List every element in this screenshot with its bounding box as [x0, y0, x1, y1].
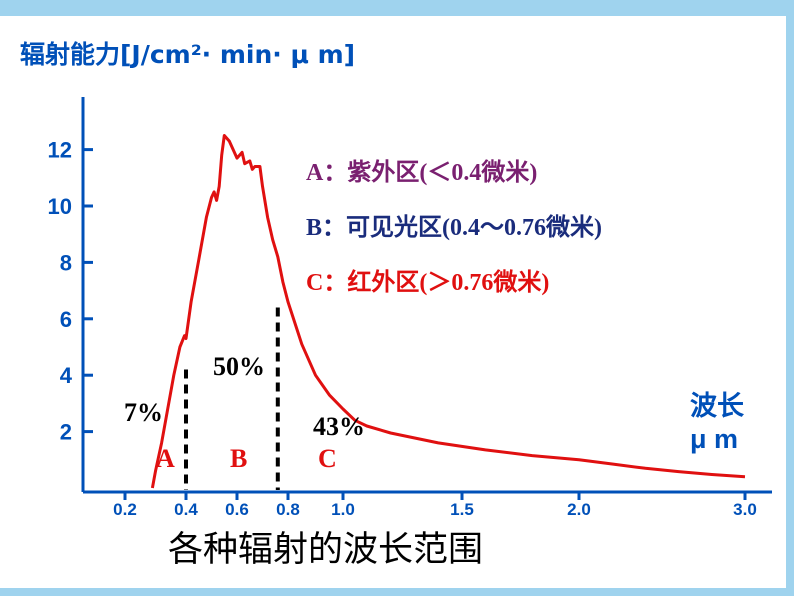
x-tick-label: 2.0	[567, 500, 591, 519]
x-tick-label: 1.0	[331, 500, 355, 519]
y-tick-label: 8	[60, 250, 72, 275]
x-tick-label: 0.8	[276, 500, 300, 519]
region-a-label: A	[156, 444, 175, 473]
top-frame-bar	[0, 0, 794, 16]
dividers-group	[184, 307, 280, 490]
x-tick-label: 1.5	[450, 500, 474, 519]
x-tick-label: 3.0	[733, 500, 757, 519]
y-tick-label: 6	[60, 307, 72, 332]
y-tick-label: 10	[48, 194, 72, 219]
region-c-percent: 43%	[313, 412, 365, 441]
region-a-percent: 7%	[124, 398, 163, 427]
radiation-curve-series	[150, 134, 746, 489]
x-tick-label: 0.2	[113, 500, 137, 519]
y-tick-label: 12	[48, 138, 72, 163]
x-tick-label: 0.6	[225, 500, 249, 519]
x-axis-label: 各种辐射的波长范围	[168, 530, 483, 570]
y-tick-label: 2	[60, 420, 72, 445]
x-tick-label: 0.4	[174, 500, 198, 519]
bottom-frame-bar	[0, 588, 794, 596]
region-c-label: C	[318, 444, 337, 473]
legend-item-c: C：红外区(＞0.76微米)	[306, 268, 549, 296]
x-axis-unit-label: μ m	[690, 424, 738, 454]
region-b-label: B	[230, 444, 247, 473]
x-axis-top-label: 波长	[690, 391, 745, 421]
y-axis-label: 辐射能力[J/cm²· min· μ m]	[20, 40, 355, 69]
legend-item-b: B：可见光区(0.4～0.76微米)	[306, 213, 602, 241]
right-frame-bar	[786, 0, 794, 596]
legend: A：紫外区(＜0.4微米) B：可见光区(0.4～0.76微米) C：红外区(＞…	[306, 158, 602, 296]
y-tick-label: 4	[60, 363, 73, 388]
y-ticks-group: 2 4 6 8 10 12	[48, 138, 93, 445]
legend-item-a: A：紫外区(＜0.4微米)	[306, 158, 537, 186]
region-b-percent: 50%	[213, 352, 265, 381]
x-ticks-group: 0.2 0.4 0.6 0.8 1.0 1.5 2.0 3.0	[113, 492, 757, 519]
axes-group	[81, 97, 772, 494]
